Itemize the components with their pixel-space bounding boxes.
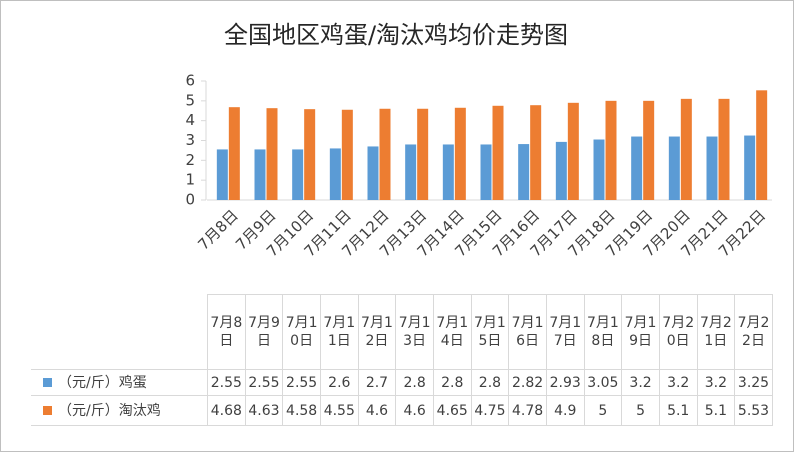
legend-label: （元/斤）淘汰鸡 (58, 402, 161, 419)
table-value: 4.9 (545, 395, 585, 426)
table-header-cell: 7月8日 (207, 294, 246, 370)
bar (668, 136, 680, 200)
chart-title: 全国地区鸡蛋/淘汰鸡均价走势图 (224, 21, 568, 49)
table-value: 2.8 (395, 369, 434, 396)
table-header-cell: 7月10日 (282, 294, 321, 370)
y-tick-label: 2 (185, 151, 195, 169)
bar (254, 149, 266, 200)
table-header-cell: 7月21日 (696, 294, 736, 370)
table-header-cell: 7月20日 (658, 294, 698, 370)
table-value: 2.82 (508, 369, 547, 396)
table-value: 3.2 (658, 369, 698, 396)
table-value: 3.2 (621, 369, 660, 396)
table-header-cell: 7月16日 (508, 294, 547, 370)
table-value: 2.55 (207, 369, 246, 396)
table-header-cell: 7月12日 (357, 294, 397, 370)
table-value: 4.58 (282, 395, 321, 426)
table-header-row: 7月8日 7月9日 7月10日 7月11日 7月12日 7月13日 7月14日 7月15日 7月… (31, 294, 773, 370)
y-tick-label: 5 (185, 91, 195, 109)
table-value: 4.6 (357, 395, 397, 426)
table-value: 2.8 (432, 369, 472, 396)
bar (492, 105, 504, 200)
table-value: 4.68 (207, 395, 246, 426)
table-header-cell: 7月14日 (432, 294, 472, 370)
table-value: 3.2 (696, 369, 736, 396)
table-value: 5 (583, 395, 623, 426)
bar (555, 141, 567, 200)
legend-cell: （元/斤）鸡蛋 (31, 369, 208, 396)
bar (605, 100, 617, 200)
bar (405, 144, 417, 200)
bar (442, 144, 454, 200)
bar (417, 108, 429, 200)
table-value: 2.7 (357, 369, 397, 396)
table-value: 2.55 (244, 369, 284, 396)
bar (454, 107, 466, 200)
bar (518, 144, 530, 200)
legend-label: （元/斤）鸡蛋 (58, 374, 147, 391)
table-row: （元/斤）鸡蛋 2.55 2.55 2.55 2.6 2.7 2.8 2.8 2.8 2.82 2.… (31, 369, 773, 396)
table-value: 2.6 (319, 369, 359, 396)
bar (367, 146, 379, 200)
bar (379, 108, 391, 200)
y-tick-label: 6 (185, 72, 195, 90)
table-value: 4.63 (244, 395, 284, 426)
table-value: 2.8 (470, 369, 510, 396)
table-value: 5 (621, 395, 660, 426)
table-header-cell: 7月22日 (734, 294, 773, 370)
bar (756, 90, 768, 200)
table-value: 4.75 (470, 395, 510, 426)
legend-swatch (43, 377, 52, 387)
bar (266, 108, 278, 200)
table-header-cell: 7月11日 (319, 294, 359, 370)
bar (680, 98, 692, 200)
y-tick-label: 4 (185, 111, 195, 129)
table-corner (31, 294, 208, 370)
bar (631, 136, 643, 200)
table-header-cell: 7月15日 (470, 294, 510, 370)
bar (341, 109, 353, 200)
y-tick-label: 1 (185, 171, 195, 189)
table-header-cell: 7月13日 (395, 294, 434, 370)
bar (718, 98, 730, 200)
table-header-cell: 7月18日 (583, 294, 623, 370)
table-value: 2.93 (545, 369, 585, 396)
table-value: 2.55 (282, 369, 321, 396)
legend-swatch (43, 405, 52, 415)
table-value: 5.53 (734, 395, 773, 426)
table-value: 5.1 (696, 395, 736, 426)
table-header-cell: 7月17日 (545, 294, 585, 370)
table-value: 4.78 (508, 395, 547, 426)
table-value: 5.1 (658, 395, 698, 426)
table-row: （元/斤）淘汰鸡 4.68 4.63 4.58 4.55 4.6 4.6 4.65 4.75 4.… (31, 395, 773, 426)
bar (216, 149, 228, 200)
y-tick-label: 0 (185, 191, 195, 209)
legend-cell: （元/斤）淘汰鸡 (31, 395, 208, 426)
bar (706, 136, 718, 200)
table-value: 4.6 (395, 395, 434, 426)
table-header-cell: 7月19日 (621, 294, 660, 370)
y-tick-label: 3 (185, 131, 195, 149)
bar (744, 135, 756, 200)
table-value: 4.55 (319, 395, 359, 426)
bar (228, 107, 240, 200)
bar (480, 144, 492, 200)
table-header-cell: 7月9日 (244, 294, 284, 370)
bar (643, 100, 655, 200)
bar (567, 102, 579, 200)
table-value: 3.05 (583, 369, 623, 396)
x-tick-label: 7月8日 (194, 206, 241, 253)
data-table: 7月8日 7月9日 7月10日 7月11日 7月12日 7月13日 7月14日 7月15日 7月… (31, 294, 773, 426)
bar (593, 139, 605, 200)
bar (530, 105, 542, 200)
table-value: 3.25 (734, 369, 773, 396)
table-value: 4.65 (432, 395, 472, 426)
bar (292, 149, 304, 200)
bar (304, 109, 316, 200)
bar (329, 148, 341, 200)
